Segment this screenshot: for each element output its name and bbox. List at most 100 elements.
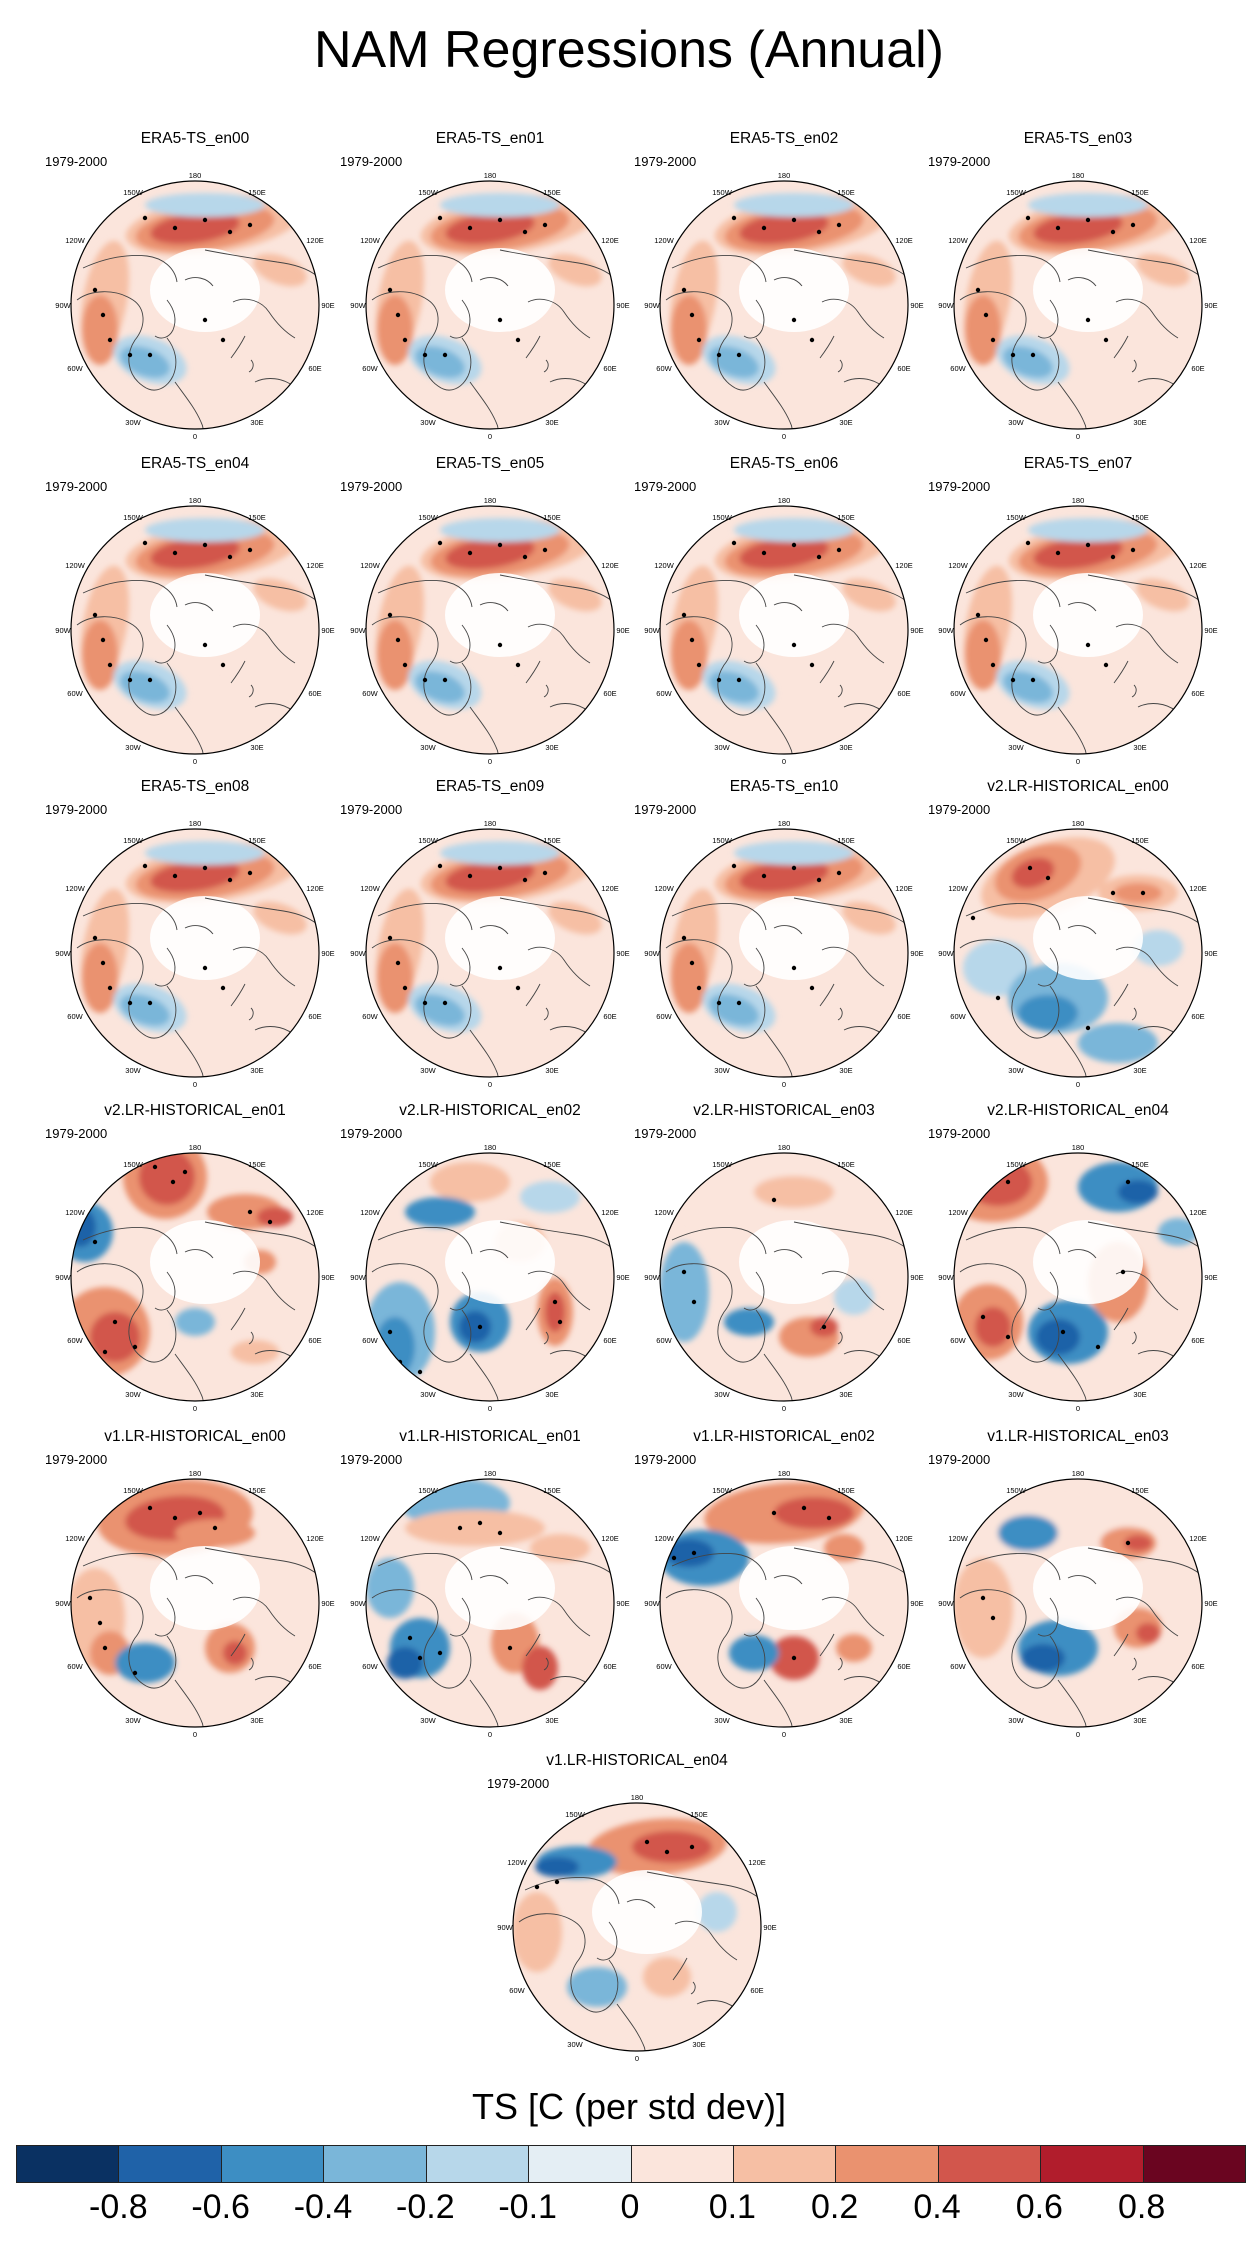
coastline (819, 660, 835, 684)
coastline (837, 1331, 843, 1345)
significance-dot (1110, 229, 1116, 235)
anomaly-region (415, 671, 465, 703)
arctic-land-mask (445, 573, 555, 657)
longitude-label: 120E (895, 561, 913, 570)
significance-dot (422, 677, 428, 683)
longitude-label: 90E (1204, 1599, 1217, 1608)
significance-dot (112, 1319, 118, 1325)
significance-dot (202, 965, 208, 971)
longitude-label: 90E (321, 1599, 334, 1608)
significance-dot (267, 1219, 273, 1225)
coastline (819, 1307, 835, 1331)
coastline (230, 660, 246, 684)
panel-title: v1.LR-HISTORICAL_en03 (987, 1428, 1169, 1445)
significance-dot (497, 217, 503, 223)
polar-map: 180 0 150W 150E 120W 120E 90W 90E 60W 60E 30W 30E (55, 1469, 334, 1739)
longitude-label: 30W (125, 418, 141, 427)
coastline (154, 1271, 176, 1311)
longitude-label: 30E (1133, 1390, 1146, 1399)
significance-dot (212, 1525, 218, 1531)
longitude-label: 150W (712, 188, 733, 197)
significance-dot (995, 995, 1001, 1001)
coastline (76, 1589, 177, 1689)
longitude-label: 180 (484, 1469, 497, 1478)
longitude-label: 60W (67, 1336, 83, 1345)
significance-dot (100, 637, 106, 643)
significance-dot (107, 337, 113, 343)
longitude-label: 0 (1076, 1730, 1080, 1739)
coastline (204, 249, 318, 277)
longitude-label: 120E (748, 1858, 766, 1867)
map-panel: v1.LR-HISTORICAL_en00 1979-2000 180 0 150W 15… (45, 1428, 345, 1739)
polar-map: 180 0 150W 150E 120W 120E 90W 90E 60W 60E 30W 30E (644, 171, 923, 441)
significance-dot (1085, 317, 1091, 323)
coastline (525, 1633, 541, 1657)
longitude-label: 120W (654, 1534, 675, 1543)
coastline (1131, 1331, 1137, 1345)
significance-dot (554, 1879, 560, 1885)
map-panel: v2.LR-HISTORICAL_en02 1979-2000 180 0 150W 15… (340, 1102, 640, 1413)
longitude-label: 150E (248, 513, 266, 522)
significance-dot (92, 287, 98, 293)
longitude-label: 60E (1191, 364, 1204, 373)
anomaly-region (445, 536, 535, 570)
longitude-label: 150E (543, 513, 561, 522)
panel-title: ERA5-TS_en06 (729, 455, 839, 472)
anomaly-region (671, 295, 707, 365)
longitude-label: 0 (193, 1404, 197, 1413)
coastline (377, 580, 473, 608)
longitude-label: 60W (950, 1662, 966, 1671)
map-panel: ERA5-TS_en00 1979-2000 180 0 150W 150E 120W 120… (45, 130, 345, 441)
significance-dot (227, 229, 233, 235)
panel-period: 1979-2000 (487, 1776, 550, 1791)
map-boundary (659, 828, 909, 1078)
longitude-label: 60W (950, 689, 966, 698)
coastline (743, 947, 765, 987)
coastline (449, 1271, 471, 1311)
anomaly-region (709, 994, 759, 1026)
arctic-land-mask (739, 573, 849, 657)
colorbar (16, 2145, 1246, 2183)
longitude-label: 60E (603, 1012, 616, 1021)
longitude-label: 120W (948, 884, 969, 893)
significance-dot (716, 1000, 722, 1006)
anomaly-region (1136, 578, 1190, 612)
coastline (499, 1547, 613, 1575)
coastline (1087, 1547, 1201, 1575)
map-panel: v2.LR-HISTORICAL_en01 1979-2000 180 0 150W 15… (45, 1102, 345, 1413)
panel-period: 1979-2000 (45, 154, 108, 169)
longitude-label: 60E (1191, 689, 1204, 698)
anomaly-region (445, 859, 535, 893)
map-panel: ERA5-TS_en05 1979-2000 180 0 150W 150E 120W 120… (340, 455, 640, 766)
coastline (1057, 1679, 1087, 1727)
longitude-label: 180 (189, 171, 202, 180)
significance-dot (1110, 554, 1116, 560)
longitude-label: 90W (350, 949, 366, 958)
longitude-label: 150W (1006, 513, 1027, 522)
panel-title: v2.LR-HISTORICAL_en01 (104, 1102, 286, 1119)
significance-dot (515, 337, 521, 343)
anomaly-region (253, 253, 307, 287)
arctic-land-mask (445, 1220, 555, 1304)
anomaly-region (734, 193, 854, 217)
map-boundary (953, 505, 1203, 755)
colorbar-tick-label: -0.4 (293, 2188, 353, 2226)
coastline (671, 903, 767, 931)
longitude-label: 90E (321, 949, 334, 958)
panel-title: v1.LR-HISTORICAL_en00 (104, 1428, 286, 1445)
anomaly-region (1158, 1218, 1198, 1246)
significance-dot (100, 960, 106, 966)
longitude-label: 90W (938, 301, 954, 310)
coastline (449, 299, 471, 339)
panel-title: ERA5-TS_en02 (729, 130, 839, 147)
longitude-label: 120W (360, 884, 381, 893)
significance-dot (791, 965, 797, 971)
coastline (671, 580, 767, 608)
significance-dot (1010, 677, 1016, 683)
longitude-label: 150E (837, 513, 855, 522)
map-boundary (70, 1152, 320, 1402)
anomaly-region (1011, 857, 1055, 889)
coastline (524, 1877, 620, 1905)
anomaly-region (739, 211, 829, 245)
anomaly-region (632, 1831, 712, 1863)
